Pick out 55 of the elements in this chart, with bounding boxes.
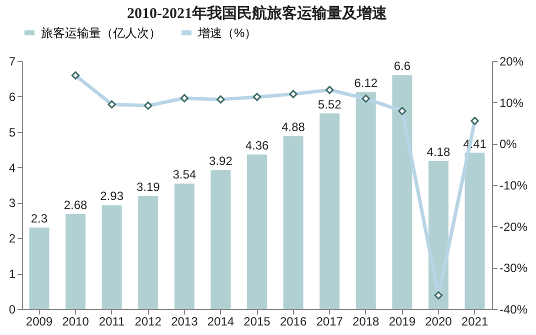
bar xyxy=(66,214,86,309)
data-label: 6.6 xyxy=(394,59,411,74)
data-label: 3.92 xyxy=(209,154,233,168)
data-label: 5.52 xyxy=(318,97,342,112)
data-label: 2.93 xyxy=(100,189,124,204)
legend-label: 旅客运输量（亿人次） xyxy=(41,26,161,40)
data-label: 3.54 xyxy=(172,168,196,182)
bar xyxy=(210,170,231,309)
y2-tick-label: 20% xyxy=(500,54,524,68)
y-tick-label: 6 xyxy=(8,90,16,104)
bar xyxy=(174,184,194,309)
x-tick-label: 2020 xyxy=(425,314,452,328)
bar xyxy=(29,228,50,309)
y2-tick-label: -30% xyxy=(500,261,528,276)
x-tick-label: 2012 xyxy=(134,314,162,328)
data-label: 4.36 xyxy=(245,138,269,153)
y-tick-label: 3 xyxy=(8,196,16,210)
x-tick-label: 2014 xyxy=(207,314,234,328)
bar xyxy=(392,75,412,309)
y2-tick-label: -40% xyxy=(500,302,528,316)
y2-tick-label: 10% xyxy=(500,96,524,110)
y-tick-label: 1 xyxy=(8,267,16,282)
x-tick-label: 2010 xyxy=(62,314,90,328)
x-tick-label: 2009 xyxy=(26,314,53,328)
bar xyxy=(102,205,122,309)
x-tick-label: 2018 xyxy=(352,314,380,328)
bar xyxy=(283,136,304,309)
bar xyxy=(247,154,267,309)
x-tick-label: 2011 xyxy=(98,314,126,328)
bar xyxy=(464,152,485,309)
bar xyxy=(320,113,340,309)
y-tick-label: 0 xyxy=(8,302,16,316)
data-label: 2.68 xyxy=(64,198,88,212)
data-label: 4.88 xyxy=(282,120,306,134)
chart-title: 2010-2021年我国民航旅客运输量及增速 xyxy=(127,4,388,22)
x-tick-label: 2013 xyxy=(171,314,198,328)
y2-tick-label: 0% xyxy=(500,137,518,152)
data-label: 3.19 xyxy=(136,180,160,194)
y-tick-label: 5 xyxy=(8,125,16,140)
y-tick-label: 2 xyxy=(8,232,16,246)
y-tick-label: 4 xyxy=(8,160,16,175)
y2-tick-label: -10% xyxy=(500,178,528,192)
x-tick-label: 2015 xyxy=(244,314,271,328)
y2-tick-label: -20% xyxy=(500,220,528,234)
x-tick-label: 2017 xyxy=(316,314,344,328)
legend-label: 增速（%） xyxy=(197,26,257,40)
data-label: 4.18 xyxy=(426,144,450,159)
x-tick-label: 2016 xyxy=(280,314,307,328)
bar xyxy=(356,92,376,309)
bar xyxy=(138,196,158,309)
x-tick-label: 2021 xyxy=(461,314,488,328)
y-tick-label: 7 xyxy=(8,54,16,68)
x-tick-label: 2019 xyxy=(388,314,416,328)
data-label: 6.12 xyxy=(354,76,378,90)
data-label: 2.3 xyxy=(30,212,48,226)
